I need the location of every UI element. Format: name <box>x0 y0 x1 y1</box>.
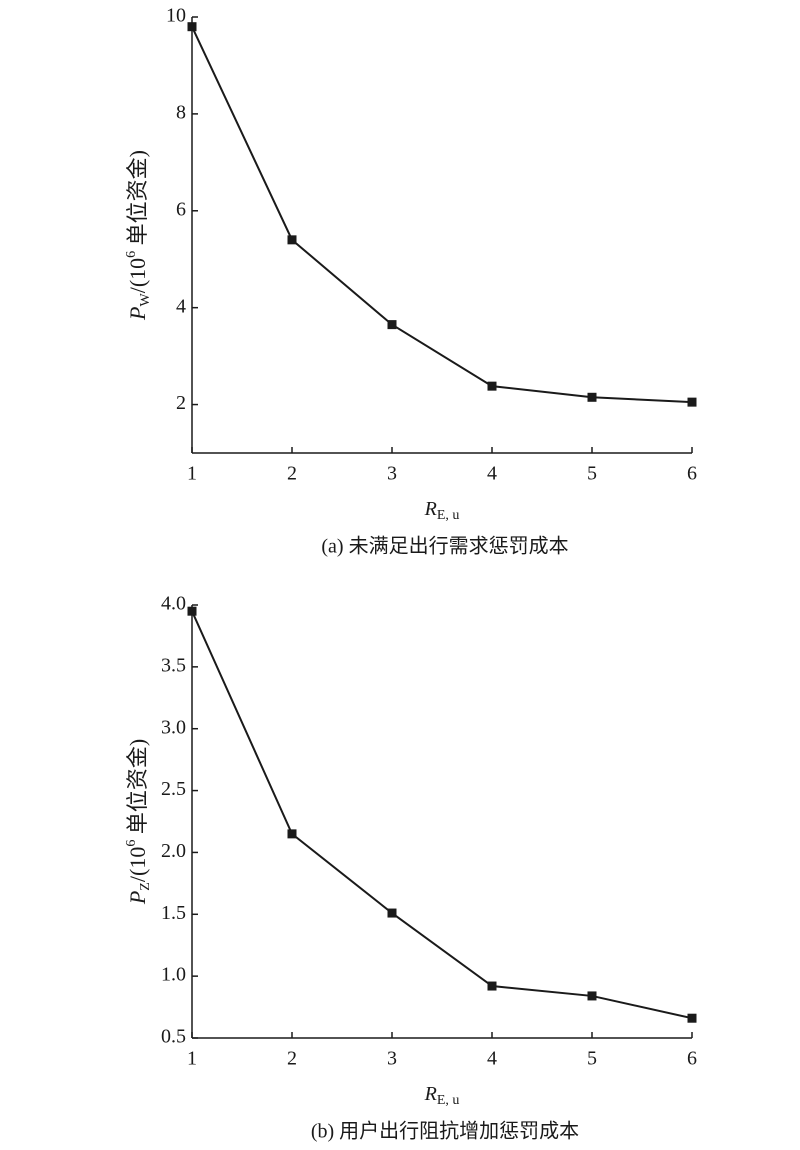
y-tick-label: 2.5 <box>161 778 186 800</box>
y-axis-label: PW/(106 单位资金) <box>124 150 153 321</box>
x-axis-label: RE, u <box>424 1083 460 1109</box>
y-label-subscript: Z <box>138 882 153 891</box>
x-tick-label: 6 <box>687 1048 697 1070</box>
x-tick-label: 6 <box>687 463 697 485</box>
x-label-subscript: E, u <box>437 508 460 523</box>
y-axis-label: PZ/(106 单位资金) <box>124 739 153 905</box>
data-point <box>387 320 397 330</box>
x-tick-label: 4 <box>487 1048 497 1070</box>
data-point <box>487 381 497 391</box>
y-label-symbol: P <box>125 307 150 321</box>
data-point <box>687 1013 697 1023</box>
y-label-superscript: 6 <box>124 840 139 847</box>
y-label-text: /(10 <box>125 258 150 293</box>
y-tick-label: 10 <box>166 5 186 27</box>
y-tick-label: 2 <box>176 392 186 414</box>
y-tick-label: 4 <box>176 295 186 317</box>
data-point <box>587 991 597 1001</box>
y-tick-label: 4.0 <box>161 593 186 615</box>
x-tick-label: 4 <box>487 463 497 485</box>
y-label-symbol: P <box>125 891 150 905</box>
y-tick-label: 3.0 <box>161 716 186 738</box>
x-label-symbol: R <box>424 1083 437 1105</box>
y-label-unit: 单位资金) <box>125 739 150 840</box>
x-tick-label: 1 <box>187 463 197 485</box>
y-label-unit: 单位资金) <box>125 150 150 251</box>
x-tick-label: 2 <box>287 463 297 485</box>
y-label-text: /(10 <box>125 847 150 882</box>
caption: (a) 未满足出行需求惩罚成本 <box>321 535 568 558</box>
y-tick-label: 1.0 <box>161 964 186 986</box>
x-label-subscript: E, u <box>437 1093 460 1108</box>
x-label-symbol: R <box>424 498 437 520</box>
data-point <box>287 829 297 839</box>
y-tick-label: 6 <box>176 198 186 220</box>
y-tick-label: 8 <box>176 101 186 123</box>
data-point <box>487 981 497 991</box>
x-tick-label: 5 <box>587 1048 597 1070</box>
y-label-subscript: W <box>138 293 153 307</box>
data-point <box>287 235 297 245</box>
caption: (b) 用户出行阻抗增加惩罚成本 <box>311 1120 579 1143</box>
data-line <box>191 26 693 404</box>
data-line <box>191 610 693 1020</box>
data-point <box>187 606 197 616</box>
x-tick-label: 2 <box>287 1048 297 1070</box>
data-point <box>387 908 397 918</box>
data-point <box>587 392 597 402</box>
data-point <box>687 397 697 407</box>
x-tick-label: 1 <box>187 1048 197 1070</box>
x-tick-label: 3 <box>387 463 397 485</box>
y-tick-label: 2.0 <box>161 840 186 862</box>
x-tick-label: 5 <box>587 463 597 485</box>
data-point <box>187 22 197 32</box>
y-label-superscript: 6 <box>124 251 139 258</box>
x-tick-label: 3 <box>387 1048 397 1070</box>
x-axis-label: RE, u <box>424 498 460 524</box>
y-tick-label: 3.5 <box>161 654 186 676</box>
y-tick-label: 0.5 <box>161 1026 186 1048</box>
y-tick-label: 1.5 <box>161 902 186 924</box>
